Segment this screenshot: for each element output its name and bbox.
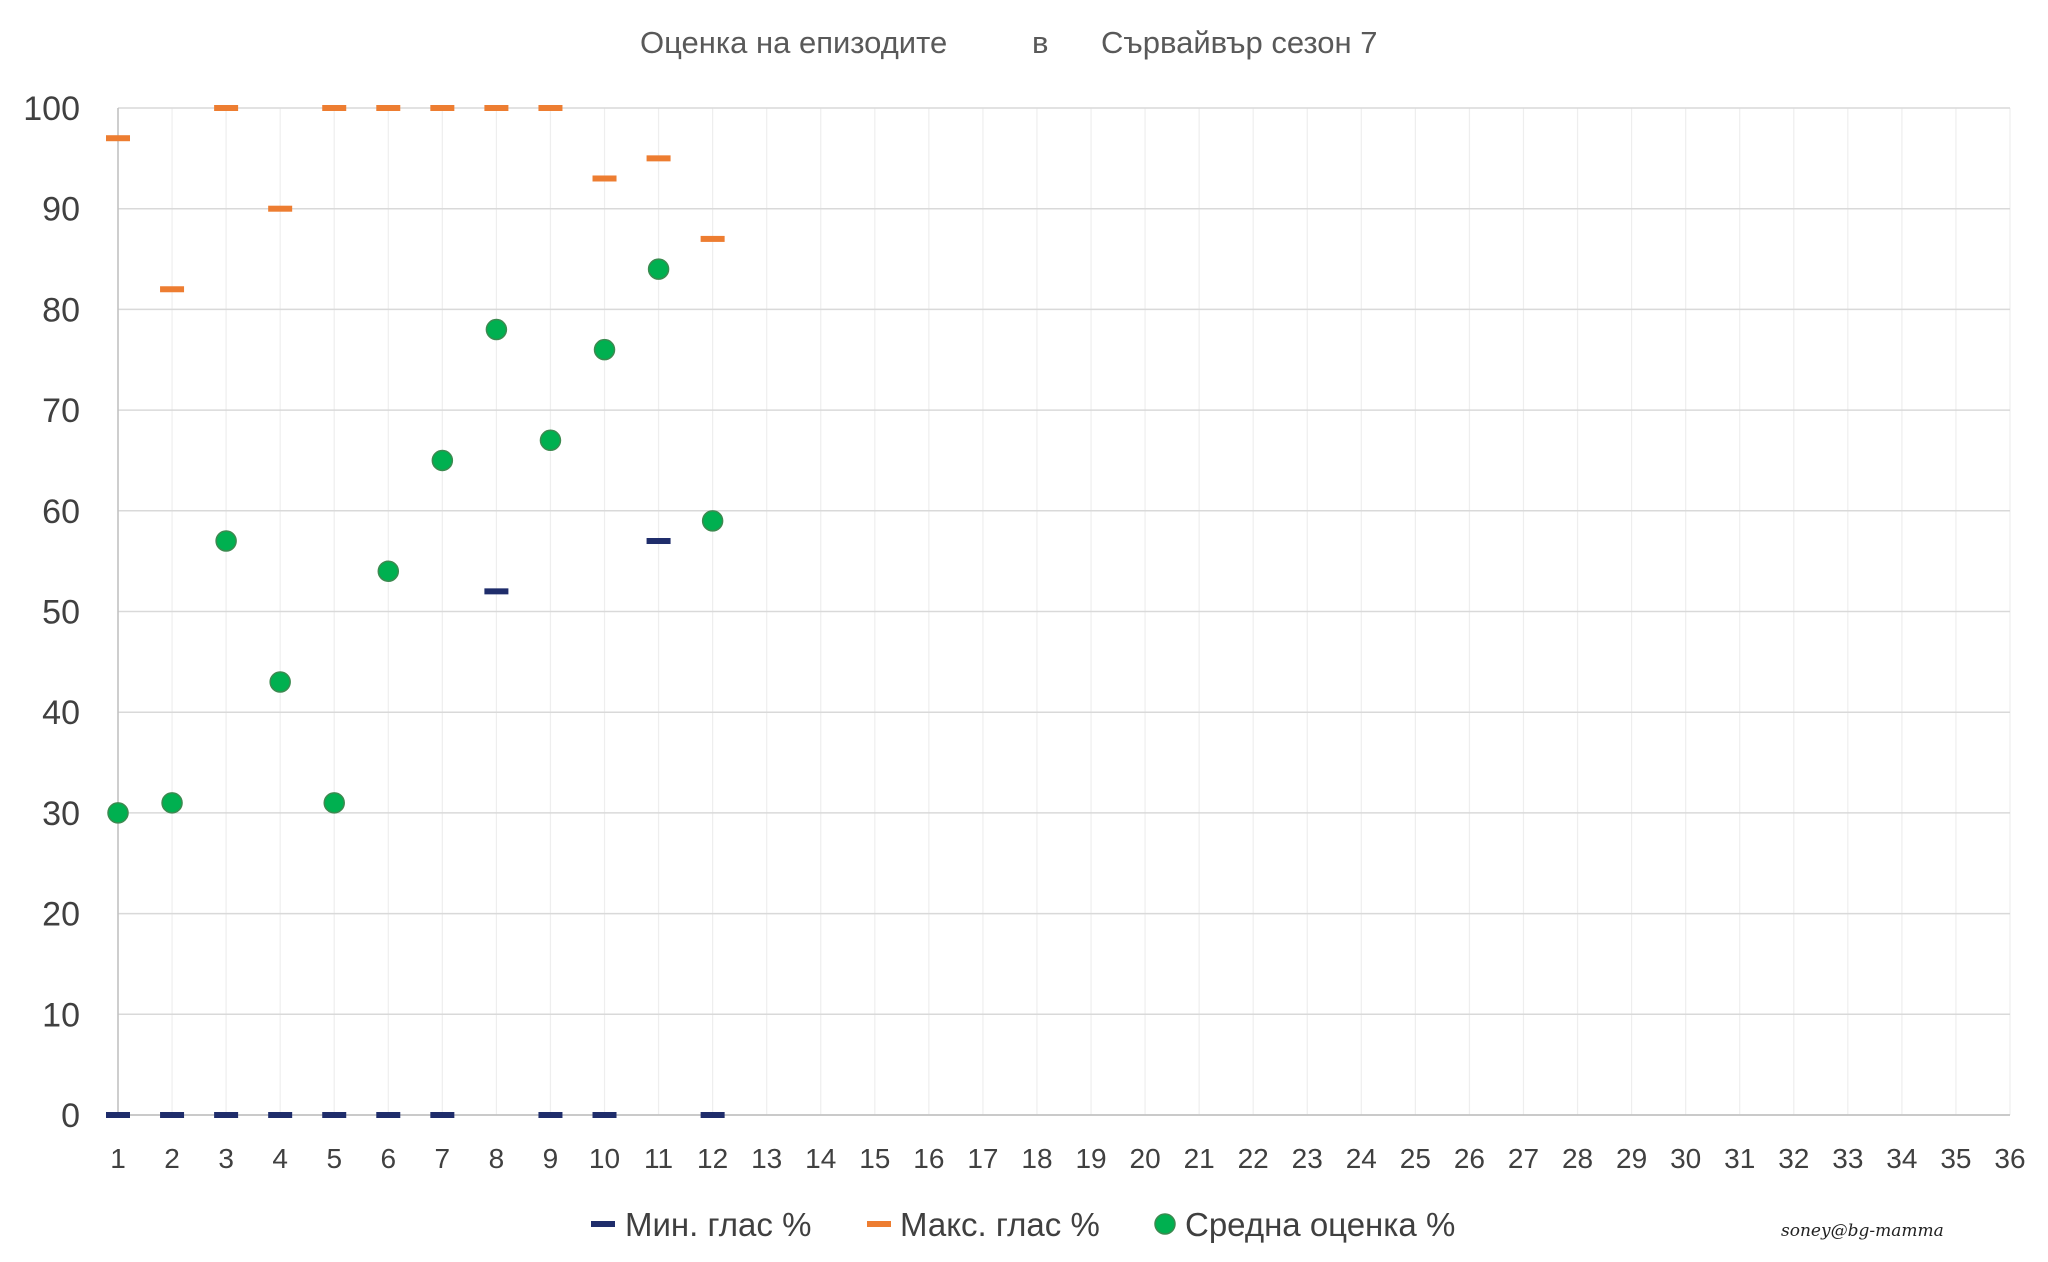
min-vote-mark — [106, 1112, 130, 1118]
legend-swatch-avg — [1154, 1213, 1176, 1235]
x-tick-label: 11 — [644, 1143, 673, 1174]
legend-label-min: Мин. глас % — [625, 1206, 811, 1243]
chart-title-part-3: Сървайвър сезон 7 — [1101, 25, 1378, 60]
chart-title-part-2: в — [1032, 25, 1048, 60]
x-tick-label: 21 — [1184, 1143, 1215, 1174]
y-tick-label: 90 — [42, 191, 80, 229]
x-tick-label: 35 — [1940, 1143, 1971, 1174]
chart-title-part-1: Оценка на епизодите — [640, 25, 947, 60]
y-tick-label: 50 — [42, 594, 80, 632]
x-tick-label: 22 — [1238, 1143, 1269, 1174]
legend-swatch-max — [867, 1221, 891, 1227]
avg-score-mark — [269, 671, 291, 693]
x-tick-label: 18 — [1021, 1143, 1052, 1174]
min-vote-mark — [376, 1112, 401, 1118]
min-vote-mark — [430, 1112, 455, 1118]
x-axis-ticks: 1 2 3 4 5 6 7 8 9 10 11 12 13 14 15 16 17 18 19 20 21 22 23 24 2… — [110, 1143, 2025, 1174]
x-tick-label: 6 — [380, 1143, 396, 1174]
min-vote-mark — [538, 1112, 563, 1118]
y-tick-label: 20 — [42, 896, 80, 934]
min-vote-mark — [160, 1112, 185, 1118]
x-tick-label: 24 — [1346, 1143, 1377, 1174]
avg-score-mark — [647, 258, 670, 280]
x-tick-label: 17 — [967, 1143, 998, 1174]
min-vote-mark — [592, 1112, 617, 1118]
max-vote-mark — [700, 235, 725, 242]
x-tick-label: 26 — [1454, 1143, 1485, 1174]
min-vote-mark — [214, 1112, 239, 1118]
max-vote-mark — [430, 105, 455, 111]
max-vote-mark — [322, 105, 347, 111]
min-vote-mark — [700, 1112, 725, 1118]
avg-score-mark — [485, 318, 508, 341]
avg-score-mark — [539, 429, 562, 452]
y-tick-label: 70 — [42, 392, 80, 430]
x-tick-label: 27 — [1508, 1143, 1539, 1174]
x-tick-label: 33 — [1832, 1143, 1863, 1174]
y-tick-label: 10 — [42, 996, 80, 1034]
legend: Мин. глас % Макс. глас % Средна оценка % — [591, 1206, 1455, 1243]
data-marks — [106, 105, 725, 1118]
max-vote-mark — [484, 105, 509, 111]
max-vote-mark — [592, 175, 617, 182]
x-tick-label: 4 — [272, 1143, 288, 1174]
max-vote-mark — [160, 286, 185, 293]
x-tick-label: 13 — [751, 1143, 782, 1174]
legend-swatch-min — [591, 1221, 615, 1227]
y-tick-label: 100 — [23, 90, 80, 128]
x-tick-label: 20 — [1130, 1143, 1161, 1174]
x-tick-label: 19 — [1075, 1143, 1106, 1174]
grid — [117, 107, 2011, 1116]
min-vote-mark — [268, 1112, 293, 1118]
avg-score-mark — [215, 530, 237, 552]
x-tick-label: 8 — [489, 1143, 505, 1174]
max-vote-mark — [106, 135, 130, 142]
x-tick-label: 28 — [1562, 1143, 1593, 1174]
x-tick-label: 3 — [218, 1143, 234, 1174]
x-tick-label: 15 — [859, 1143, 890, 1174]
x-tick-label: 36 — [1994, 1143, 2025, 1174]
max-vote-mark — [646, 155, 671, 162]
x-tick-label: 9 — [543, 1143, 559, 1174]
x-tick-label: 10 — [589, 1143, 620, 1174]
x-tick-label: 16 — [913, 1143, 944, 1174]
max-vote-mark — [268, 205, 293, 212]
min-vote-mark — [322, 1112, 347, 1118]
x-tick-label: 29 — [1616, 1143, 1647, 1174]
x-tick-label: 12 — [697, 1143, 728, 1174]
y-axis-ticks: 0 10 20 30 40 50 60 70 80 90 100 — [23, 90, 80, 1135]
avg-score-mark — [593, 338, 616, 361]
y-tick-label: 60 — [42, 493, 80, 531]
x-tick-label: 25 — [1400, 1143, 1431, 1174]
y-tick-label: 0 — [61, 1097, 80, 1135]
x-tick-label: 7 — [435, 1143, 451, 1174]
x-tick-label: 23 — [1292, 1143, 1323, 1174]
x-tick-label: 2 — [164, 1143, 180, 1174]
y-tick-label: 80 — [42, 291, 80, 329]
x-tick-label: 30 — [1670, 1143, 1701, 1174]
x-tick-label: 14 — [805, 1143, 836, 1174]
y-tick-label: 30 — [42, 795, 80, 833]
max-vote-mark — [538, 105, 563, 111]
watermark: soney@bg-mamma — [1781, 1221, 1944, 1241]
avg-score-mark — [107, 802, 129, 824]
avg-score-mark — [161, 792, 183, 814]
min-vote-mark — [646, 538, 671, 545]
y-tick-label: 40 — [42, 694, 80, 732]
min-vote-mark — [484, 588, 509, 595]
avg-score-mark — [431, 449, 454, 472]
max-vote-mark — [214, 105, 239, 111]
avg-score-mark — [377, 560, 400, 582]
legend-label-avg: Средна оценка % — [1185, 1206, 1455, 1243]
x-tick-label: 1 — [110, 1143, 126, 1174]
legend-label-max: Макс. глас % — [900, 1206, 1100, 1243]
avg-score-mark — [701, 510, 724, 532]
avg-score-mark — [323, 792, 345, 814]
max-vote-mark — [376, 105, 401, 111]
x-tick-label: 5 — [326, 1143, 342, 1174]
x-tick-label: 31 — [1724, 1143, 1755, 1174]
x-tick-label: 34 — [1886, 1143, 1917, 1174]
x-tick-label: 32 — [1778, 1143, 1809, 1174]
